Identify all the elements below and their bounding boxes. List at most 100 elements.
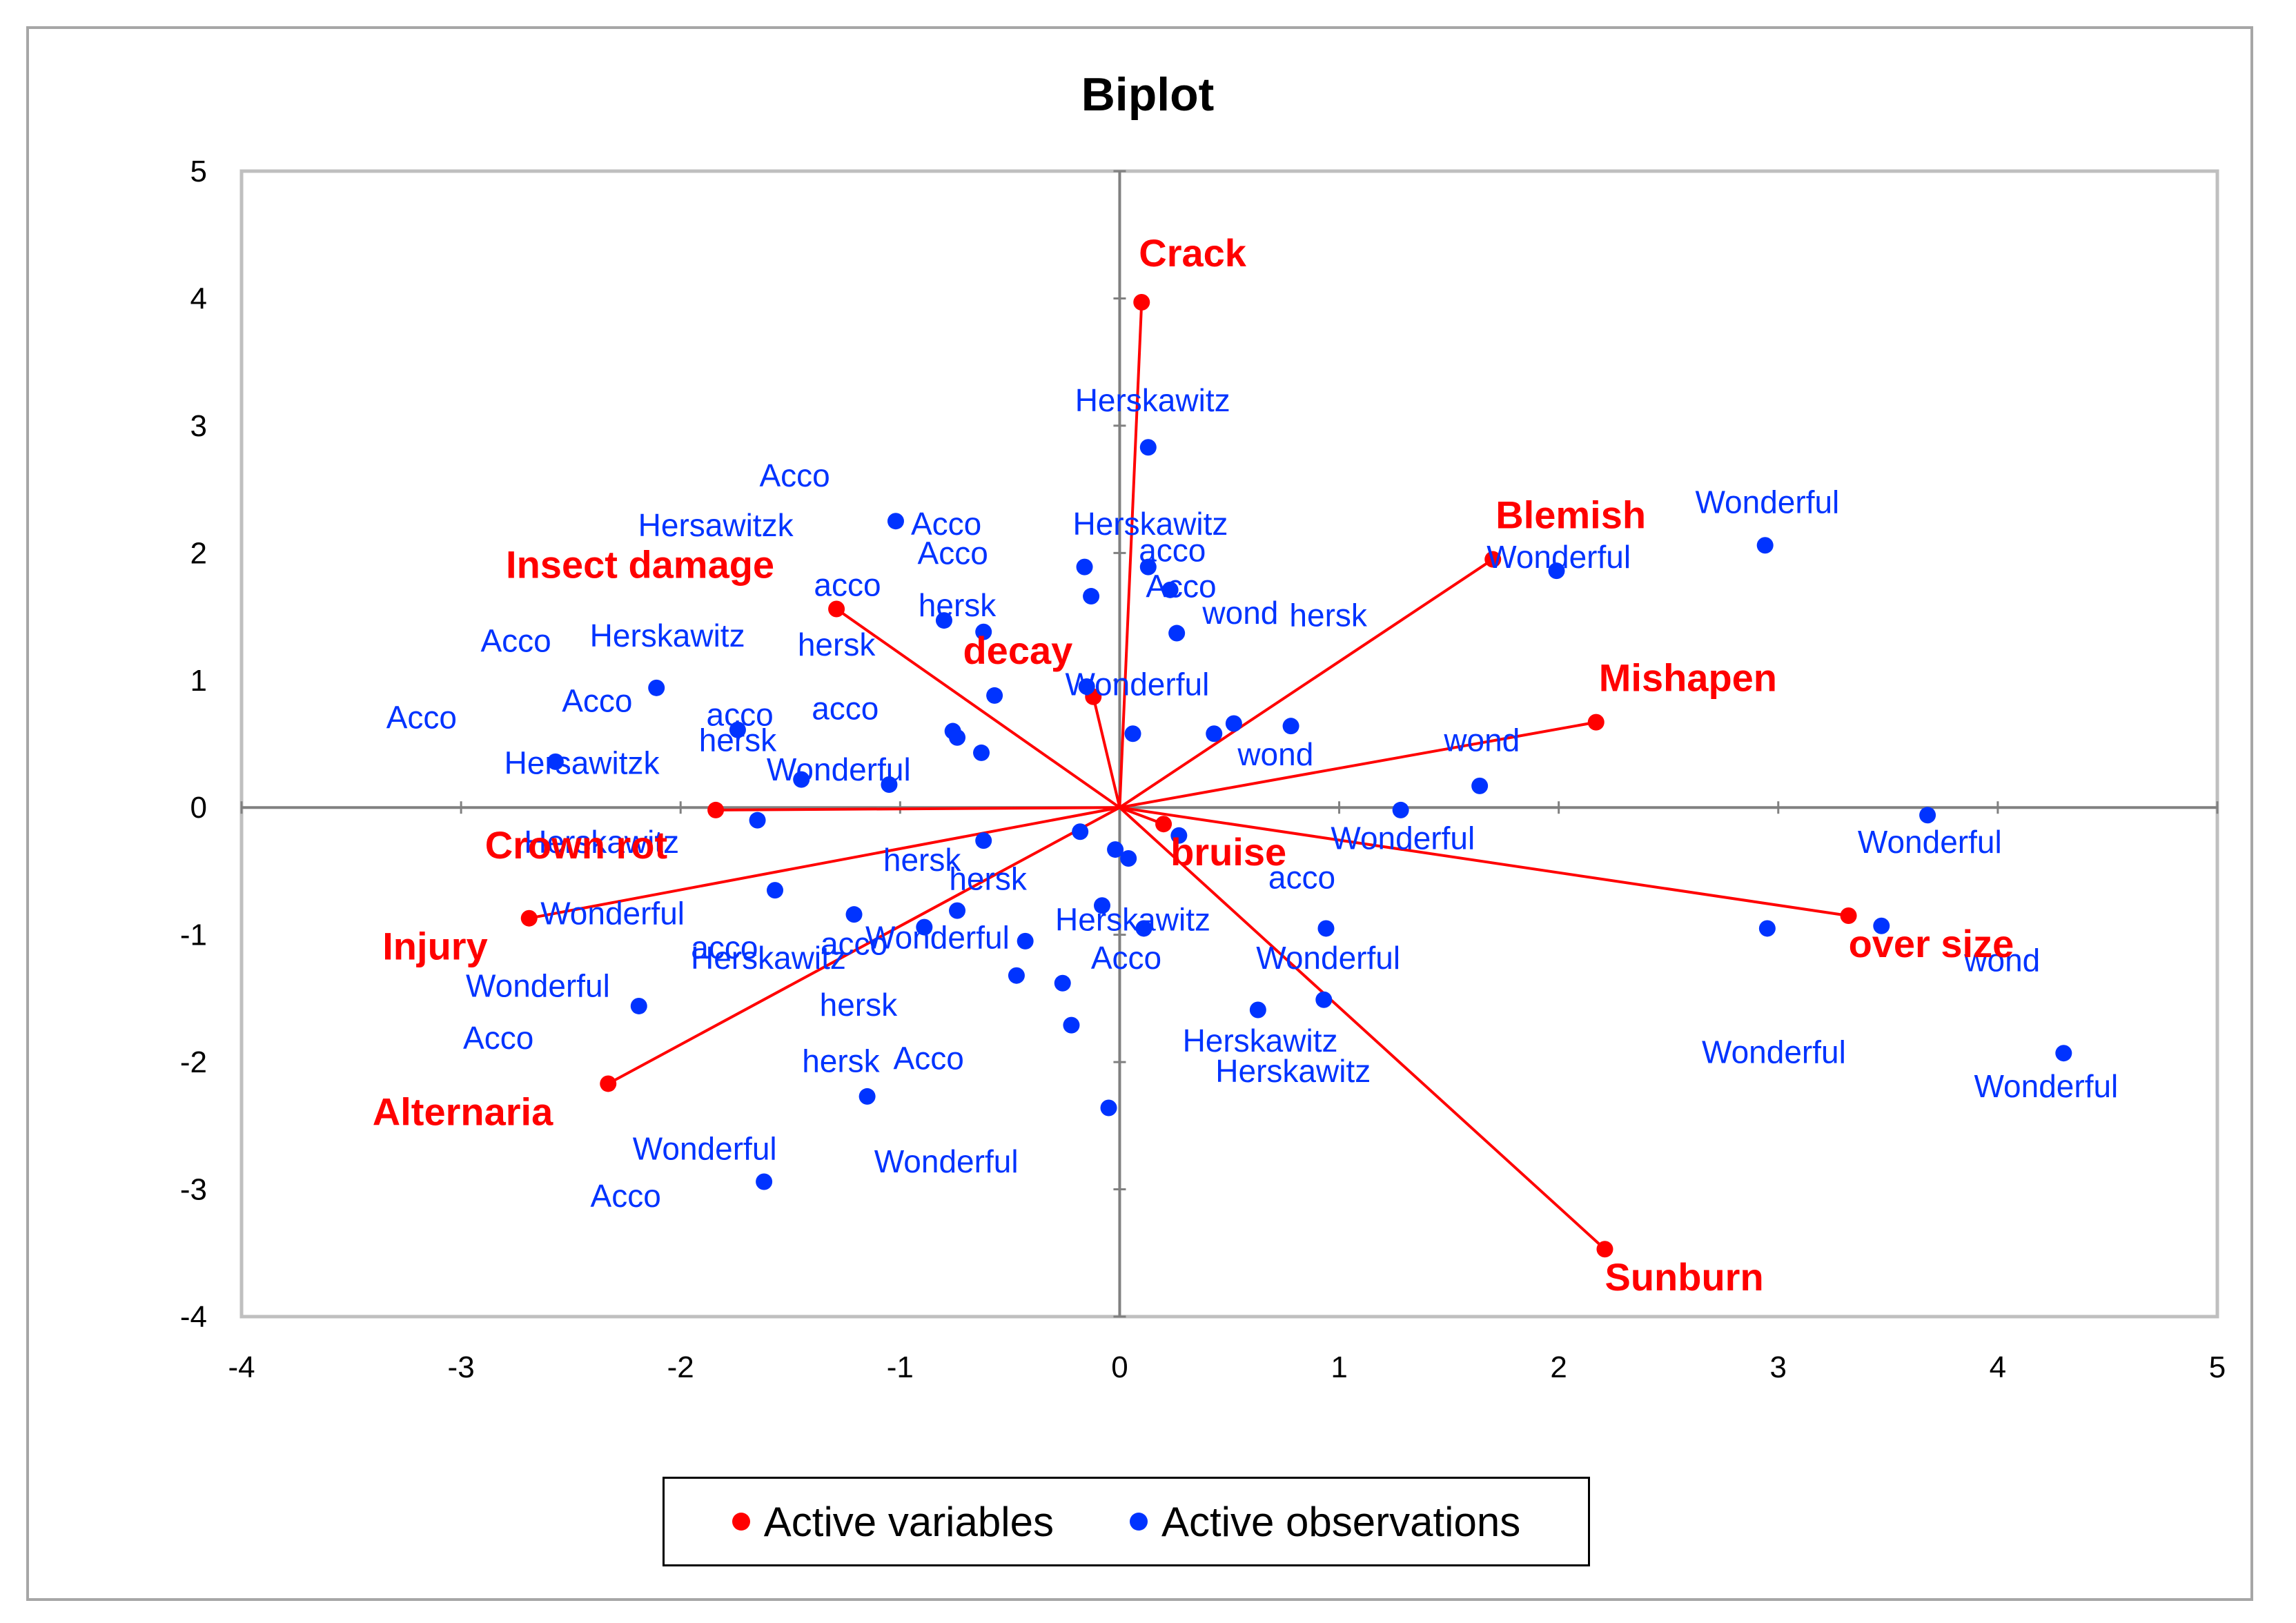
observation-point	[949, 902, 966, 919]
observation-label: wond	[1201, 595, 1278, 631]
variable-label-injury: Injury	[382, 925, 487, 968]
observation-label: Wonderful	[1486, 539, 1631, 575]
variable-point-crown-rot	[707, 801, 725, 818]
variable-label-sunburn: Sunburn	[1605, 1255, 1763, 1299]
observation-point	[1282, 718, 1299, 735]
plot-area	[239, 169, 2219, 1319]
observation-label: Herskawitz	[691, 940, 846, 976]
observation-label: acco	[1268, 860, 1335, 896]
observation-label: Herskawitz	[1183, 1023, 1338, 1059]
observation-point	[756, 1173, 773, 1190]
observation-label: Acco	[562, 682, 632, 718]
chart-title: Biplot	[1081, 68, 1215, 121]
legend: Active variables Active observations	[663, 1477, 1590, 1566]
observation-label: hersk	[1289, 598, 1367, 633]
observation-point	[845, 906, 863, 923]
observation-label: hersk	[699, 722, 777, 758]
observation-label: Herskawitz	[1075, 382, 1230, 418]
observation-point	[1168, 624, 1186, 642]
variable-point-bruise	[1155, 816, 1172, 833]
observation-point	[1225, 715, 1242, 732]
observation-label: wond	[1443, 722, 1520, 758]
vector-crack	[1118, 302, 1144, 808]
observation-label: Herskawitz	[1215, 1053, 1371, 1089]
observation-point	[1249, 1001, 1266, 1019]
observation-label: Wonderful	[466, 967, 610, 1003]
vector-mishapen	[1119, 720, 1597, 809]
variable-point-mishapen	[1587, 714, 1605, 731]
vector-over-size	[1119, 806, 1849, 917]
observation-point	[1063, 1016, 1080, 1034]
chart-frame	[26, 26, 2253, 1601]
observation-label: Acco	[911, 506, 981, 542]
variable-label-decay: decay	[963, 629, 1072, 672]
observation-point	[887, 513, 904, 530]
observation-label: acco	[812, 690, 879, 726]
observation-point	[1756, 537, 1774, 554]
observation-label: Acco	[918, 535, 988, 571]
legend-item-variables: Active variables	[732, 1498, 1054, 1546]
observation-point	[1392, 801, 1409, 818]
observation-label: hersk	[820, 987, 898, 1023]
variable-label-alternaria: Alternaria	[373, 1090, 553, 1133]
observation-point	[975, 832, 992, 849]
observation-label: Acco	[894, 1041, 964, 1076]
observation-point	[1100, 1099, 1117, 1117]
x-tick-label: -1	[887, 1350, 914, 1384]
x-tick-label: 0	[1111, 1350, 1128, 1384]
observation-label: acco	[707, 697, 774, 733]
observation-point	[916, 918, 933, 936]
y-tick-label: 2	[190, 536, 207, 570]
y-tick-label: -1	[180, 918, 207, 952]
observation-label: hersk	[802, 1043, 880, 1079]
observation-label: wond	[1963, 943, 2040, 978]
variable-point-insect-damage	[828, 600, 845, 618]
x-tick-label: 2	[1550, 1350, 1567, 1384]
observation-point	[1083, 588, 1100, 605]
observation-label: Hersawitzk	[638, 507, 794, 543]
observation-label: Acco	[463, 1020, 533, 1056]
legend-item-observations: Active observations	[1129, 1498, 1521, 1546]
observation-label: Herskawitz	[1073, 506, 1228, 542]
red-dot-icon	[732, 1513, 750, 1531]
observation-point	[1471, 777, 1489, 794]
y-tick-label: 4	[190, 282, 207, 315]
observation-label: hersk	[798, 627, 876, 662]
observation-point	[547, 753, 564, 770]
observation-point	[935, 612, 952, 629]
x-tick-label: 1	[1331, 1350, 1347, 1384]
observation-label: Wonderful	[1695, 484, 1839, 520]
legend-label-variables: Active variables	[763, 1498, 1054, 1545]
observation-label: hersk	[883, 842, 961, 878]
observation-label: hersk	[919, 587, 997, 623]
legend-label-observations: Active observations	[1161, 1498, 1521, 1545]
variable-label-bruise: bruise	[1170, 830, 1286, 874]
y-tick-label: 1	[190, 664, 207, 698]
observation-point	[749, 812, 766, 829]
observation-point	[1206, 725, 1223, 742]
vector-sunburn	[1119, 806, 1606, 1250]
observation-label: acco	[814, 567, 881, 602]
variable-point-sunburn	[1596, 1241, 1613, 1258]
variable-point-injury	[520, 909, 538, 927]
observation-point	[1758, 920, 1776, 937]
observation-label: Acco	[386, 699, 457, 735]
observation-point	[1072, 823, 1089, 840]
observation-point	[1315, 991, 1333, 1008]
observation-point	[630, 997, 647, 1014]
variable-label-crown-rot: Crown rot	[485, 823, 667, 867]
variable-point-alternaria	[600, 1075, 617, 1092]
observation-point	[1017, 932, 1034, 950]
observation-label: Herskawitz	[524, 824, 679, 860]
observation-point	[1139, 558, 1157, 576]
observation-label: Wonderful	[1858, 824, 2002, 860]
observation-label: acco	[1139, 533, 1206, 569]
observation-point	[767, 882, 784, 899]
observation-point	[1093, 897, 1110, 914]
observation-point	[2055, 1045, 2072, 1062]
observation-point	[1124, 725, 1141, 742]
blue-dot-icon	[1129, 1513, 1148, 1531]
observation-label: wond	[1237, 736, 1313, 772]
vector-decay	[1092, 696, 1121, 808]
observation-label: Acco	[1091, 940, 1161, 976]
